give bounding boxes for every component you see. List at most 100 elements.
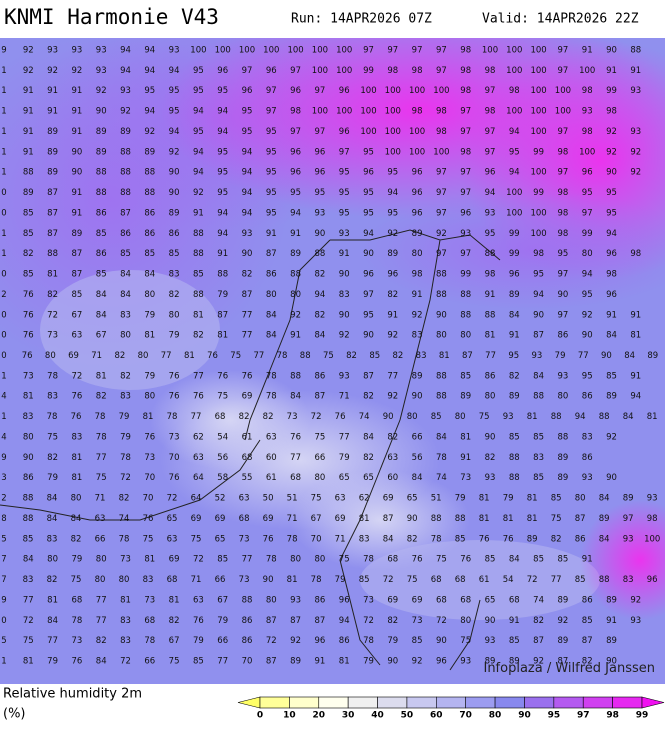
grid-value: 90 <box>387 657 398 667</box>
grid-value: 2 <box>1 290 6 300</box>
grid-value: 80 <box>266 595 277 605</box>
colorbar-segment <box>289 696 320 709</box>
grid-value: 89 <box>290 249 301 259</box>
grid-value: 87 <box>533 331 544 341</box>
grid-value: 95 <box>387 208 398 218</box>
colorbar-segment <box>318 696 349 709</box>
grid-value: 82 <box>582 657 593 667</box>
grid-value: 91 <box>290 229 301 239</box>
grid-value: 98 <box>485 270 496 280</box>
grid-value: 84 <box>436 432 447 442</box>
grid-value: 90 <box>363 249 374 259</box>
grid-value: 73 <box>71 636 82 646</box>
grid-value: 84 <box>266 331 277 341</box>
grid-value: 67 <box>169 636 180 646</box>
grid-value: 96 <box>314 147 325 157</box>
colorbar-label: 30 <box>342 711 355 721</box>
grid-value: 100 <box>385 107 401 117</box>
colorbar-label: 95 <box>548 711 561 721</box>
grid-value: 93 <box>96 66 107 76</box>
grid-value: 72 <box>23 616 34 626</box>
grid-value: 65 <box>215 534 226 544</box>
grid-value: 71 <box>191 575 202 585</box>
grid-value: 79 <box>71 555 82 565</box>
grid-value: 98 <box>557 188 568 198</box>
grid-value: 90 <box>606 657 617 667</box>
value-grid: 9 92 93 93 93 94 94 93 100 100 100 100 100 100 100 97 97… <box>1 46 660 667</box>
grid-value: 81 <box>630 331 641 341</box>
grid-value: 97 <box>436 46 447 56</box>
grid-value: 78 <box>266 371 277 381</box>
grid-value: 94 <box>290 208 301 218</box>
grid-value: 84 <box>96 290 107 300</box>
grid-value: 95 <box>242 107 253 117</box>
grid-value: 98 <box>647 514 658 524</box>
grid-value: 81 <box>527 494 538 504</box>
grid-value: 91 <box>23 107 34 117</box>
grid-value: 63 <box>266 432 277 442</box>
grid-value: 82 <box>23 249 34 259</box>
colorbar-label: 99 <box>636 711 649 721</box>
grid-value: 73 <box>460 473 471 483</box>
grid-value: 91 <box>71 127 82 137</box>
grid-value: 77 <box>191 412 202 422</box>
grid-value: 1 <box>1 66 6 76</box>
grid-value: 86 <box>96 208 107 218</box>
grid-value: 92 <box>606 432 617 442</box>
grid-value: 79 <box>47 473 58 483</box>
grid-value: 91 <box>217 249 228 259</box>
grid-value: 99 <box>509 249 520 259</box>
colorbar-label: 80 <box>489 711 502 721</box>
grid-value: 80 <box>120 331 131 341</box>
grid-value: 88 <box>120 188 131 198</box>
grid-value: 79 <box>455 494 466 504</box>
grid-value: 100 <box>360 127 376 137</box>
colorbar-label: 10 <box>283 711 296 721</box>
grid-value: 85 <box>533 432 544 442</box>
grid-value: 66 <box>217 636 228 646</box>
grid-value: 89 <box>412 229 423 239</box>
grid-value: 77 <box>387 371 398 381</box>
grid-value: 96 <box>606 290 617 300</box>
grid-value: 76 <box>193 616 204 626</box>
grid-value: 100 <box>385 127 401 137</box>
grid-value: 95 <box>339 188 350 198</box>
grid-value: 95 <box>387 168 398 178</box>
grid-value: 5 <box>1 534 6 544</box>
grid-value: 80 <box>460 331 471 341</box>
grid-value: 85 <box>369 351 380 361</box>
grid-value: 69 <box>191 514 202 524</box>
grid-value: 100 <box>385 86 401 96</box>
grid-value: 78 <box>431 534 442 544</box>
grid-value: 91 <box>582 555 593 565</box>
grid-value: 97 <box>460 168 471 178</box>
grid-value: 100 <box>506 66 522 76</box>
grid-value: 0 <box>1 351 6 361</box>
grid-value: 75 <box>71 575 82 585</box>
grid-value: 78 <box>71 616 82 626</box>
grid-value: 100 <box>579 66 595 76</box>
grid-value: 84 <box>412 473 423 483</box>
grid-value: 100 <box>530 127 546 137</box>
grid-value: 94 <box>120 66 131 76</box>
grid-value: 66 <box>215 575 226 585</box>
grid-value: 83 <box>582 432 593 442</box>
grid-value: 70 <box>143 494 154 504</box>
grid-value: 75 <box>460 636 471 646</box>
grid-value: 85 <box>120 249 131 259</box>
grid-value: 84 <box>47 616 58 626</box>
grid-value: 80 <box>460 616 471 626</box>
grid-value: 77 <box>242 331 253 341</box>
grid-value: 88 <box>23 514 34 524</box>
grid-value: 92 <box>606 127 617 137</box>
grid-value: 91 <box>23 86 34 96</box>
legend-title: Relative humidity 2m <box>3 687 142 702</box>
grid-value: 96 <box>460 208 471 218</box>
grid-value: 0 <box>1 188 6 198</box>
grid-value: 77 <box>217 657 228 667</box>
grid-value: 81 <box>23 392 34 402</box>
grid-value: 72 <box>527 575 538 585</box>
grid-value: 91 <box>606 66 617 76</box>
grid-value: 87 <box>314 392 325 402</box>
grid-value: 9 <box>1 453 6 463</box>
